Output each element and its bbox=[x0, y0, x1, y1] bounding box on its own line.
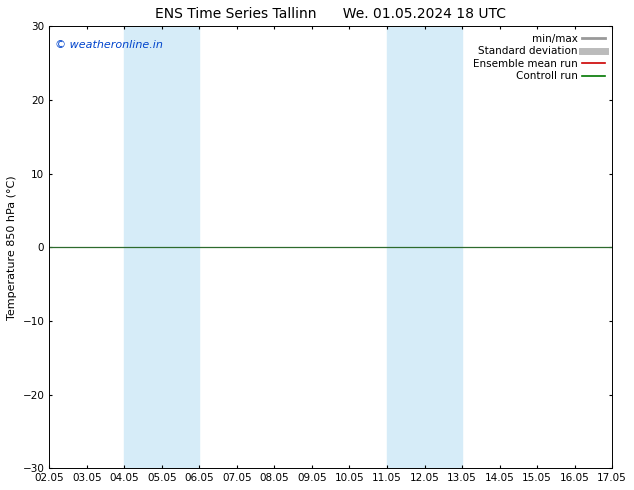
Bar bbox=[425, 26, 462, 468]
Bar bbox=[387, 26, 425, 468]
Legend: min/max, Standard deviation, Ensemble mean run, Controll run: min/max, Standard deviation, Ensemble me… bbox=[471, 31, 607, 83]
Title: ENS Time Series Tallinn      We. 01.05.2024 18 UTC: ENS Time Series Tallinn We. 01.05.2024 1… bbox=[155, 7, 506, 21]
Text: © weatheronline.in: © weatheronline.in bbox=[55, 40, 163, 49]
Bar bbox=[124, 26, 162, 468]
Bar bbox=[162, 26, 199, 468]
Y-axis label: Temperature 850 hPa (°C): Temperature 850 hPa (°C) bbox=[7, 175, 17, 319]
